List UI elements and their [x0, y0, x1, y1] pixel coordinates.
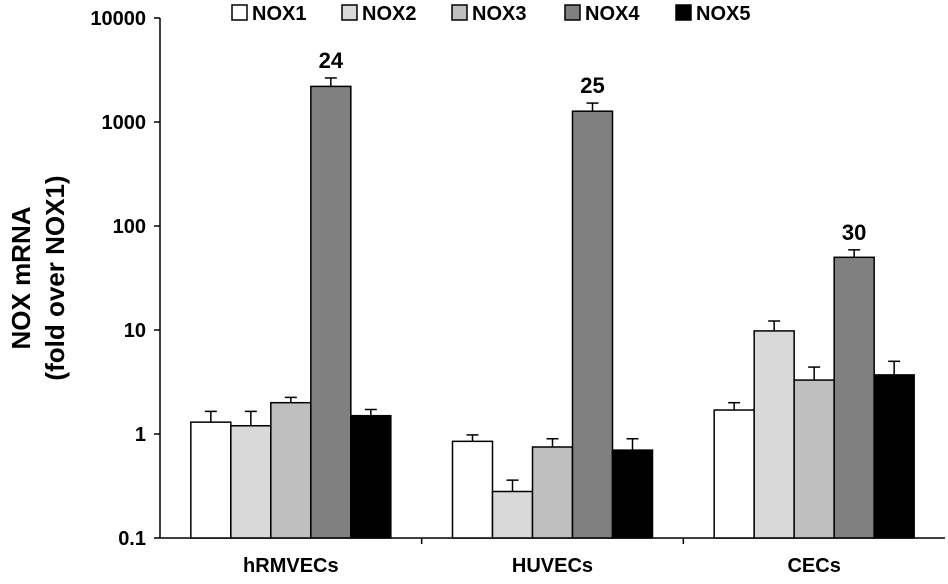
bar-nox5-cecs	[873, 374, 915, 539]
bar-nox5-hrmvecs	[350, 414, 392, 539]
legend-swatch-nox3	[451, 4, 468, 21]
legend: NOX1 NOX2 NOX3 NOX4 NOX5	[231, 3, 750, 25]
bar-nox2-huvecs	[491, 490, 534, 539]
bar-nox1-huvecs	[451, 440, 494, 539]
y-axis-label: NOX mRNA (fold over NOX1)	[6, 175, 70, 380]
legend-label-nox2: NOX2	[362, 3, 416, 25]
legend-swatch-nox4	[564, 4, 581, 21]
legend-label-nox3: NOX3	[472, 3, 526, 25]
y-axis-label-line2: (fold over NOX1)	[40, 175, 70, 380]
legend-label-nox4: NOX4	[585, 3, 640, 25]
bar-nox3-hrmvecs	[270, 401, 312, 539]
plot-area: 0.1 1 10 100 1000 10000 24 hRMVECs 25 HUVECs 30 CEC…	[90, 8, 945, 577]
bar-nox5-huvecs	[611, 449, 654, 539]
y-tick-label: 0.1	[118, 528, 146, 550]
y-tick-label: 10	[124, 320, 146, 342]
x-category-label: hRMVECs	[243, 555, 339, 577]
bar-nox2-cecs	[753, 330, 795, 539]
y-tick-label: 100	[113, 216, 146, 238]
y-axis-label-line1: NOX mRNA	[6, 206, 36, 349]
bar-annotation: 30	[842, 220, 866, 245]
bar-nox4-cecs	[833, 256, 875, 539]
bar-annotation: 24	[319, 48, 344, 73]
x-category-label: CECs	[787, 555, 840, 577]
bar-nox4-huvecs	[571, 110, 614, 539]
legend-swatch-nox5	[675, 4, 692, 21]
legend-label-nox1: NOX1	[252, 3, 306, 25]
legend-swatch-nox2	[341, 4, 358, 21]
y-tick-label: 1	[135, 424, 146, 446]
bar-nox2-hrmvecs	[230, 425, 272, 539]
bar-nox3-huvecs	[531, 446, 574, 539]
bar-nox3-cecs	[793, 379, 835, 539]
legend-swatch-nox1	[231, 4, 248, 21]
bar-annotation: 25	[580, 73, 604, 98]
bar-nox4-hrmvecs	[310, 85, 352, 539]
legend-label-nox5: NOX5	[696, 3, 750, 25]
bar-nox1-hrmvecs	[190, 421, 232, 539]
bar-nox1-cecs	[713, 409, 755, 539]
y-tick-label: 10000	[90, 8, 146, 30]
x-category-label: HUVECs	[512, 555, 593, 577]
y-tick-label: 1000	[102, 112, 147, 134]
